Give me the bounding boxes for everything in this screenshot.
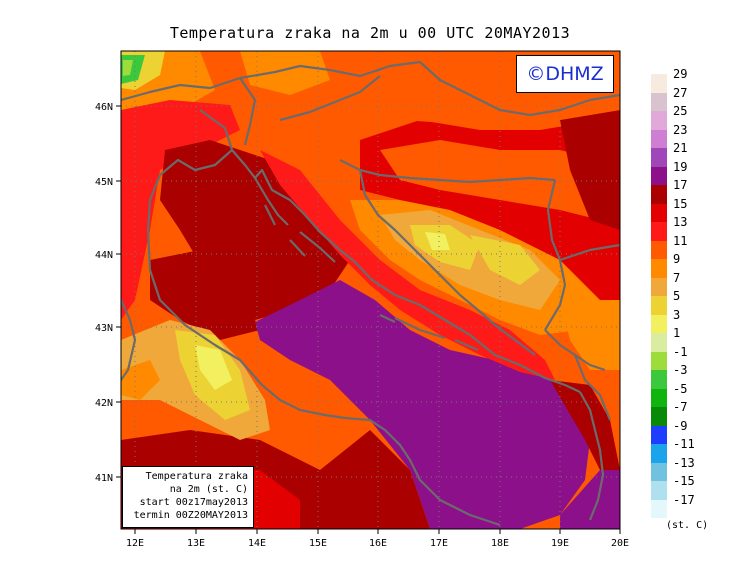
- color-scale-label: 9: [673, 252, 681, 266]
- color-scale-label: -15: [673, 474, 695, 488]
- coastlines-and-borders: [121, 60, 620, 527]
- color-scale-swatch: [651, 388, 667, 407]
- color-scale-label: 11: [673, 233, 688, 248]
- color-scale-swatch: [651, 259, 667, 278]
- color-scale-swatch: [651, 148, 667, 167]
- lon-label: 20E: [611, 538, 629, 549]
- color-scale-label: -5: [673, 381, 688, 396]
- latitude-labels: 46N 45N 44N 43N 42N 41N: [95, 102, 113, 484]
- colorbar-unit: (st. C): [666, 520, 709, 531]
- color-scale-swatch: [651, 203, 667, 222]
- color-scale-label: 29: [673, 67, 688, 81]
- info-line: start 00z17may2013: [139, 497, 248, 508]
- color-scale-label: -11: [673, 437, 695, 451]
- color-scale-swatch: [651, 314, 667, 333]
- color-scale-label: 27: [673, 85, 688, 100]
- lon-label: 18E: [491, 538, 509, 549]
- temperature-field: [121, 51, 620, 529]
- color-scale-swatch: [651, 499, 667, 518]
- color-scale-swatch: [651, 111, 667, 130]
- color-scale-label: -9: [673, 418, 688, 433]
- lon-label: 17E: [430, 538, 448, 549]
- lon-label: 16E: [369, 538, 387, 549]
- info-line: termin 00Z20MAY2013: [133, 510, 248, 521]
- color-scale-swatch: [651, 185, 667, 204]
- color-scale-label: 25: [673, 104, 688, 118]
- lon-label: 19E: [551, 538, 569, 549]
- info-line: na 2m (st. C): [169, 484, 248, 495]
- color-scale-label: 23: [673, 122, 688, 137]
- color-scale-label: -7: [673, 400, 688, 414]
- color-scale-swatch: [651, 425, 667, 444]
- color-scale-swatch: [651, 92, 667, 111]
- lon-label: 13E: [187, 538, 205, 549]
- lat-label: 45N: [95, 177, 113, 188]
- color-scale-swatch: [651, 222, 667, 241]
- color-scale-swatch: [651, 462, 667, 481]
- color-scale-swatch: [651, 240, 667, 259]
- lon-label: 15E: [309, 538, 327, 549]
- color-scale-label: -13: [673, 455, 695, 470]
- longitude-labels: 12E 13E 14E 15E 16E 17E 18E 19E 20E: [126, 538, 629, 549]
- graticule: [121, 51, 620, 529]
- color-scale-label: -1: [673, 344, 688, 359]
- lon-label: 12E: [126, 538, 144, 549]
- color-scale-label: -3: [673, 363, 688, 377]
- color-scale-label: 3: [673, 307, 681, 322]
- color-scale-swatch: [651, 333, 667, 352]
- color-scale-swatch: [651, 481, 667, 500]
- color-scale-label: 21: [673, 141, 688, 155]
- color-scale-swatch: [651, 351, 667, 370]
- lat-label: 44N: [95, 250, 113, 261]
- color-scale-swatch: [651, 296, 667, 315]
- map-title: Temperatura zraka na 2m u 00 UTC 20MAY20…: [169, 24, 571, 42]
- color-scale-swatch: [651, 166, 667, 185]
- color-scale-swatch: [651, 277, 667, 296]
- color-scale-label: 13: [673, 215, 688, 229]
- color-scale-label: 1: [673, 326, 681, 340]
- lat-label: 41N: [95, 473, 113, 484]
- color-scale-swatch: [651, 129, 667, 148]
- color-scale-swatch: [651, 74, 667, 93]
- color-scale-swatch: [651, 407, 667, 426]
- color-scale-label: 5: [673, 289, 681, 303]
- info-line: Temperatura zraka: [145, 471, 248, 482]
- lon-label: 14E: [248, 538, 266, 549]
- color-scale-label: 17: [673, 178, 688, 192]
- axis-ticks: [116, 105, 621, 534]
- plot-frame: [120, 50, 621, 530]
- lat-label: 46N: [95, 102, 113, 113]
- color-scale-label: 19: [673, 159, 688, 174]
- lat-label: 43N: [95, 323, 113, 334]
- color-scale-label: -17: [673, 492, 695, 507]
- color-scale-swatch: [651, 370, 667, 389]
- color-scale-label: 7: [673, 270, 681, 285]
- lat-label: 42N: [95, 398, 113, 409]
- dhmz-logo: ©DHMZ: [516, 55, 614, 93]
- color-scale-swatch: [651, 444, 667, 463]
- info-box: Temperatura zraka na 2m (st. C) start 00…: [122, 466, 254, 528]
- color-scale-label: 15: [673, 196, 688, 211]
